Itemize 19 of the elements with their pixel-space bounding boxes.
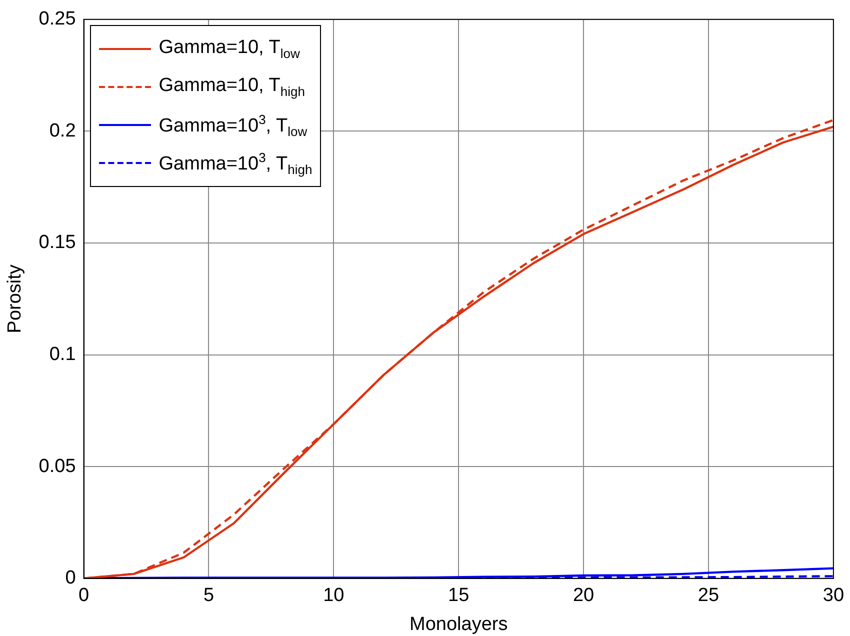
legend-label: Gamma=10$^{3}$, T$_{low}$ (158, 112, 308, 140)
legend-label: Gamma=10, T$_{low}$ (158, 37, 300, 62)
y-tick-label: 0.25 (38, 8, 76, 30)
x-tick-label: 30 (822, 585, 844, 606)
y-axis-title: Porosity (4, 264, 26, 334)
y-tick-label: 0.2 (49, 120, 76, 142)
legend-label: Gamma=10, T$_{high}$ (158, 75, 305, 100)
x-axis-title: Monolayers (409, 614, 508, 635)
y-tick-label: 0 (65, 568, 76, 589)
x-tick-label: 15 (448, 585, 470, 606)
x-tick-label: 20 (572, 585, 594, 606)
y-tick-label: 0.1 (49, 344, 76, 366)
y-tick-label: 0.15 (38, 232, 76, 254)
y-tick-label: 0.05 (38, 456, 76, 477)
x-tick-label: 25 (698, 585, 720, 606)
x-tick-label: 10 (323, 585, 344, 606)
x-tick-label: 0 (78, 585, 90, 606)
x-tick-label: 5 (203, 585, 214, 606)
legend-label: Gamma=10$^{3}$, T$_{high}$ (158, 150, 312, 178)
